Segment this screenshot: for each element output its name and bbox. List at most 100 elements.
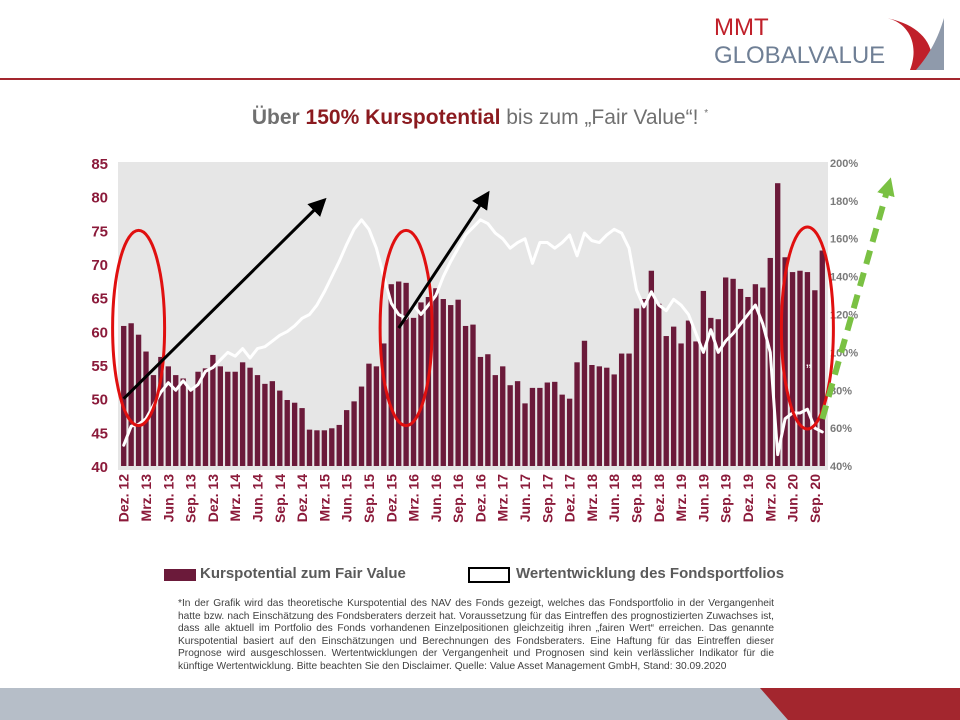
bar — [537, 387, 543, 466]
title-part2: 150% Kurspotential — [305, 106, 501, 129]
bar — [321, 430, 328, 466]
trend-arrow — [122, 197, 327, 400]
x-tick-label: Jun. 14 — [250, 474, 266, 522]
left-tick-label: 65 — [91, 291, 108, 308]
right-tick-label: 200% — [830, 158, 858, 170]
bar — [641, 299, 647, 466]
legend-line-swatch — [468, 567, 510, 583]
bar — [314, 430, 320, 466]
bar — [819, 250, 825, 466]
bar — [210, 354, 216, 466]
bar — [626, 353, 632, 466]
bar — [485, 354, 491, 466]
bar — [239, 362, 246, 466]
x-tick-label: Mrz. 20 — [762, 474, 778, 522]
bar — [455, 299, 461, 466]
bar — [648, 270, 655, 466]
bar — [277, 390, 283, 466]
bar — [581, 340, 588, 466]
bar — [723, 277, 729, 466]
x-tick-label: Jun. 17 — [517, 474, 533, 522]
logo-text: MMT GLOBALVALUE — [714, 14, 885, 70]
x-tick-label: Mrz. 14 — [227, 474, 243, 522]
x-tick-label: Sep. 13 — [183, 474, 199, 523]
bar — [373, 366, 380, 466]
bar — [730, 278, 736, 466]
bar — [143, 351, 149, 466]
bar — [262, 383, 268, 466]
x-tick-label: Jun. 16 — [428, 474, 444, 522]
bar — [797, 270, 803, 466]
bar — [396, 281, 402, 466]
right-tick-label: 60% — [830, 423, 852, 435]
left-tick-label: 55 — [91, 358, 108, 375]
chart-title: Über 150% Kurspotential bis zum „Fair Va… — [0, 106, 960, 130]
bar — [633, 308, 640, 466]
bar — [685, 320, 692, 466]
bar — [812, 290, 818, 466]
left-axis: 40 45 50 55 60 65 70 75 80 85 — [91, 156, 108, 476]
left-tick-label: 80 — [91, 190, 108, 207]
x-tick-label: Jun. 20 — [785, 474, 801, 522]
bar — [507, 385, 513, 466]
bar — [232, 371, 238, 466]
bar — [544, 382, 550, 466]
bar — [708, 317, 714, 466]
bar — [195, 371, 201, 466]
bar — [745, 296, 751, 466]
bar — [247, 367, 253, 466]
x-axis: Dez. 12 Mrz. 13 Jun. 13 Sep. 13 Dez. 13 Mrz. … — [116, 474, 823, 523]
trend-arrow — [397, 190, 490, 329]
bar — [343, 410, 350, 466]
bar — [150, 375, 157, 466]
bar — [291, 402, 298, 466]
x-tick-label: Dez. 14 — [294, 474, 310, 522]
x-tick-label: Sep. 20 — [807, 474, 823, 523]
bar — [596, 366, 603, 466]
x-tick-label: Dez. 17 — [562, 474, 578, 522]
bar — [552, 381, 558, 466]
bar — [403, 282, 409, 466]
title-part3: bis zum „Fair Value“! — [500, 106, 705, 129]
x-tick-label: Mrz. 17 — [495, 474, 511, 522]
quote-mark: „ — [806, 353, 811, 370]
bar — [225, 371, 231, 466]
bottom-accent — [760, 688, 960, 720]
footnote: *In der Grafik wird das theoretische Kur… — [178, 598, 774, 672]
bar — [418, 302, 424, 466]
bar — [165, 366, 171, 466]
bar — [135, 334, 142, 466]
bar — [611, 374, 617, 466]
left-tick-label: 75 — [91, 223, 108, 240]
bar — [366, 363, 372, 466]
x-tick-label: Jun. 18 — [606, 474, 622, 522]
left-tick-label: 60 — [91, 324, 108, 341]
bar — [589, 365, 595, 466]
legend: Kurspotential zum Fair Value Wertentwick… — [160, 564, 840, 588]
bar — [656, 303, 662, 466]
bar — [329, 428, 335, 466]
legend-bar-label: Kurspotential zum Fair Value — [200, 565, 406, 582]
bar — [477, 356, 484, 466]
logo-line1: MMT — [714, 14, 769, 41]
bar — [574, 362, 580, 466]
bar — [737, 288, 744, 466]
bar — [306, 429, 313, 466]
bar — [254, 375, 261, 466]
x-tick-label: Mrz. 16 — [406, 474, 422, 522]
legend-line-label: Wertentwicklung des Fondsportfolios — [516, 565, 785, 582]
bar — [604, 367, 610, 466]
bar — [180, 378, 186, 466]
bar — [514, 381, 521, 466]
x-tick-label: Mrz. 18 — [584, 474, 600, 522]
right-tick-label: 40% — [830, 461, 852, 473]
line-series — [122, 218, 824, 457]
left-tick-label: 85 — [91, 156, 108, 173]
right-tick-label: 180% — [830, 196, 858, 208]
bar — [693, 341, 699, 466]
right-tick-label: 80% — [830, 385, 852, 397]
x-tick-label: Dez. 12 — [116, 474, 132, 522]
x-tick-label: Sep. 14 — [272, 474, 288, 523]
bar — [388, 284, 394, 466]
bar — [433, 288, 439, 466]
